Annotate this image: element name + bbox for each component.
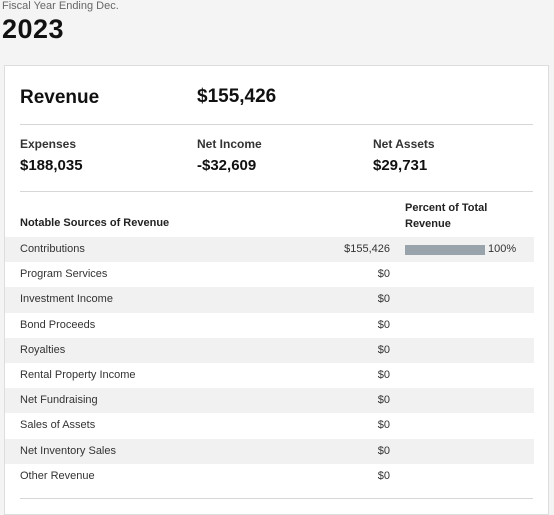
source-value: $0 bbox=[377, 444, 390, 457]
table-row: Rental Property Income $0 bbox=[5, 363, 534, 388]
source-value: $0 bbox=[377, 343, 390, 356]
net-income-stat: Net Income -$32,609 bbox=[197, 137, 262, 174]
source-value: $0 bbox=[377, 293, 390, 306]
financial-summary-card: Revenue $155,426 Expenses $188,035 Net I… bbox=[4, 65, 549, 515]
net-assets-stat: Net Assets $29,731 bbox=[373, 137, 435, 174]
percent-label: 100% bbox=[488, 243, 517, 255]
fiscal-year: 2023 bbox=[2, 14, 65, 44]
table-row: Investment Income $0 bbox=[5, 287, 534, 313]
fiscal-year-label: Fiscal Year Ending Dec. bbox=[2, 0, 119, 12]
source-value: $0 bbox=[377, 368, 390, 381]
source-name: Net Fundraising bbox=[20, 394, 98, 407]
table-row: Sales of Assets $0 bbox=[5, 413, 534, 438]
source-name: Contributions bbox=[20, 243, 85, 255]
source-name: Bond Proceeds bbox=[20, 318, 96, 331]
expenses-value: $188,035 bbox=[20, 157, 83, 174]
net-income-label: Net Income bbox=[197, 137, 262, 151]
source-name: Rental Property Income bbox=[20, 368, 136, 381]
net-assets-value: $29,731 bbox=[373, 157, 428, 174]
revenue-label: Revenue bbox=[20, 87, 100, 108]
source-name: Royalties bbox=[20, 343, 66, 356]
source-name: Other Revenue bbox=[20, 469, 95, 482]
percent-bar bbox=[405, 245, 485, 255]
revenue-value: $155,426 bbox=[197, 86, 277, 107]
table-row: Net Fundraising $0 bbox=[5, 388, 534, 414]
source-value: $0 bbox=[377, 268, 390, 281]
table-row: Net Inventory Sales $0 bbox=[5, 438, 534, 464]
source-name: Net Inventory Sales bbox=[20, 444, 116, 457]
source-value: $0 bbox=[377, 394, 390, 407]
source-value: $0 bbox=[377, 318, 390, 331]
divider bbox=[20, 498, 533, 499]
net-assets-label: Net Assets bbox=[373, 137, 435, 151]
expenses-label: Expenses bbox=[20, 137, 77, 151]
expenses-stat: Expenses $188,035 bbox=[20, 137, 83, 174]
table-row: Royalties $0 bbox=[5, 337, 534, 363]
source-name: Sales of Assets bbox=[20, 419, 96, 432]
source-name: Program Services bbox=[20, 268, 108, 281]
table-row: Other Revenue $0 bbox=[5, 464, 534, 489]
revenue-sources-table: Contributions $155,426 100% Program Serv… bbox=[5, 237, 534, 489]
source-value: $0 bbox=[377, 419, 390, 432]
revenue-sources-heading: Notable Sources of Revenue bbox=[20, 217, 170, 229]
source-name: Investment Income bbox=[20, 293, 113, 306]
divider bbox=[20, 191, 533, 192]
table-row: Program Services $0 bbox=[5, 262, 534, 287]
percent-of-total-heading: Percent of Total Revenue bbox=[405, 202, 488, 230]
source-value: $0 bbox=[377, 469, 390, 482]
net-income-value: -$32,609 bbox=[197, 157, 257, 174]
source-value: $155,426 bbox=[344, 243, 390, 255]
table-row: Contributions $155,426 100% bbox=[5, 237, 534, 263]
table-row: Bond Proceeds $0 bbox=[5, 313, 534, 338]
divider bbox=[20, 124, 533, 125]
